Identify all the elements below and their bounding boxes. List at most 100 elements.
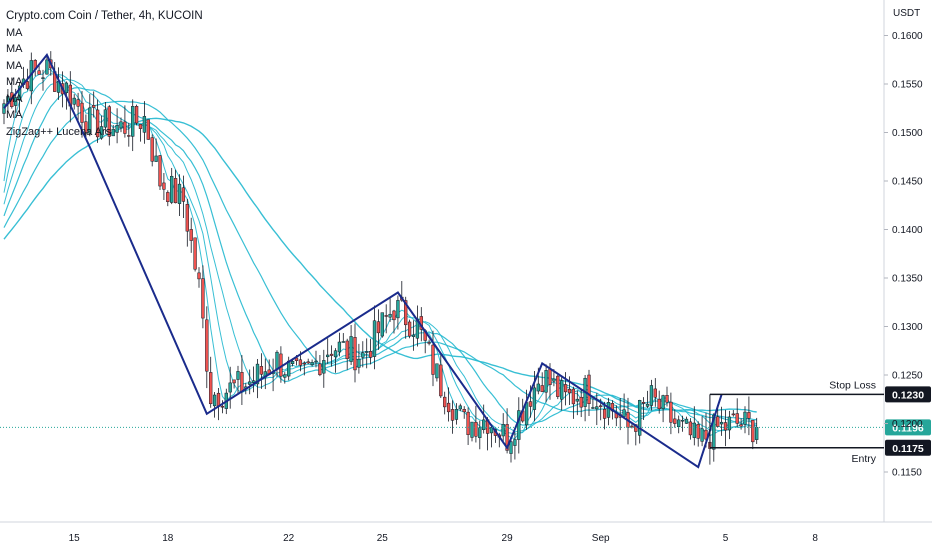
chart-legend: Crypto.com Coin / Tether, 4h, KUCOIN MA … <box>6 8 203 140</box>
candle-bear <box>306 361 310 364</box>
indicator-ma-4[interactable]: MA <box>6 76 23 88</box>
candle-bull <box>177 183 182 204</box>
indicator-ma-6[interactable]: MA <box>6 109 23 121</box>
trade-levels: Stop Loss 0.1230 Entry 0.1175 0.1196 <box>0 379 931 465</box>
candle-bull <box>595 406 599 410</box>
candle-bull <box>478 427 482 439</box>
candle-bull <box>712 414 716 450</box>
candle-bear <box>37 70 41 75</box>
price-tick-label: 0.1150 <box>892 468 922 479</box>
candle-bull <box>236 371 240 380</box>
price-axis[interactable]: 0.1150 0.1200 0.1250 0.1300 0.1350 0.1400 0.14… <box>884 31 923 479</box>
candle-bear <box>220 405 225 408</box>
candle-bear <box>384 315 388 317</box>
candle-bear <box>528 401 533 407</box>
candle-bear <box>407 321 412 337</box>
time-tick-label: Sep <box>592 533 610 544</box>
stop-loss-price-text: 0.1230 <box>892 389 924 401</box>
entry-label: Entry <box>851 453 876 465</box>
time-tick-label: 5 <box>723 533 729 544</box>
indicator-ma-2[interactable]: MA <box>6 43 23 55</box>
candle-bull <box>72 97 76 105</box>
entry-price-text: 0.1175 <box>892 443 924 455</box>
indicator-ma-1[interactable]: MA <box>6 26 23 39</box>
candle-bull <box>470 421 474 438</box>
indicator-ma-5[interactable]: MA <box>6 92 23 105</box>
candle-bull <box>170 175 174 203</box>
candle-bear <box>696 424 700 439</box>
candle-bull <box>248 381 252 385</box>
candles <box>2 51 759 465</box>
candle-bear <box>80 102 84 123</box>
candle-bull <box>411 334 416 337</box>
candle-bear <box>185 204 189 232</box>
candle-bear <box>716 416 720 427</box>
candle-bear <box>704 429 708 440</box>
candle-bear <box>450 409 455 421</box>
indicator-zigzag[interactable]: ZigZag++ Lucena Ars <box>6 125 112 138</box>
price-tick-label: 0.1600 <box>892 31 923 42</box>
indicator-ma-3[interactable]: MA <box>6 59 23 72</box>
candle-bear <box>95 109 100 138</box>
candle-bear <box>127 135 131 137</box>
stop-loss-label: Stop Loss <box>829 379 876 391</box>
candle-bull <box>638 400 642 436</box>
candle-bear <box>345 340 349 359</box>
candle-bull <box>380 312 384 337</box>
candle-bull <box>606 402 611 418</box>
candle-bull <box>41 77 45 79</box>
candle-bear <box>735 413 739 424</box>
price-tick-label: 0.1450 <box>892 177 923 188</box>
candle-bull <box>283 374 287 378</box>
candle-bull <box>103 109 108 128</box>
candle-bear <box>353 337 357 371</box>
candle-bear <box>630 425 634 428</box>
ma-line-55 <box>3 117 757 413</box>
candle-bear <box>209 372 213 405</box>
candle-bull <box>365 351 369 353</box>
candle-bear <box>739 424 743 427</box>
candle-bear <box>751 419 755 443</box>
candle-bull <box>727 416 732 431</box>
candle-bull <box>115 125 119 133</box>
price-tick-label: 0.1250 <box>892 371 923 382</box>
candle-bear <box>302 362 306 365</box>
candle-bull <box>119 121 123 129</box>
candle-bull <box>719 421 724 425</box>
candle-bear <box>25 81 30 89</box>
candle-bear <box>641 401 646 404</box>
candle-bear <box>76 99 80 107</box>
candle-bull <box>275 351 279 370</box>
candle-bear <box>146 119 150 140</box>
candle-bear <box>571 388 576 405</box>
symbol-title[interactable]: Crypto.com Coin / Tether, 4h, KUCOIN <box>6 10 203 22</box>
candle-bear <box>240 372 244 392</box>
candle-bear <box>657 398 661 409</box>
candle-bear <box>602 409 607 419</box>
price-tick-label: 0.1300 <box>892 322 923 333</box>
candle-bear <box>505 424 509 451</box>
candle-bull <box>142 116 147 133</box>
time-tick-label: 18 <box>162 533 174 544</box>
candle-bull <box>645 403 650 407</box>
candle-bull <box>755 427 759 440</box>
candle-bull <box>591 407 595 409</box>
candle-bear <box>318 363 322 376</box>
candle-bull <box>692 422 696 438</box>
time-tick-label: 22 <box>283 533 295 544</box>
candle-bear <box>259 366 264 375</box>
candle-bear <box>232 379 236 384</box>
candle-bear <box>587 374 591 404</box>
candle-bear <box>134 105 139 124</box>
candle-bull <box>372 320 377 357</box>
price-tick-label: 0.1350 <box>892 274 923 285</box>
time-axis[interactable]: 15 18 22 25 29 Sep 5 8 <box>69 533 819 544</box>
current-price-tag <box>885 419 931 436</box>
candle-bear <box>404 300 408 326</box>
candle-bear <box>107 106 111 137</box>
candle-bull <box>14 97 18 106</box>
candle-bear <box>150 137 154 162</box>
candle-bear <box>329 353 334 356</box>
stop-loss-price-tag <box>885 386 931 403</box>
